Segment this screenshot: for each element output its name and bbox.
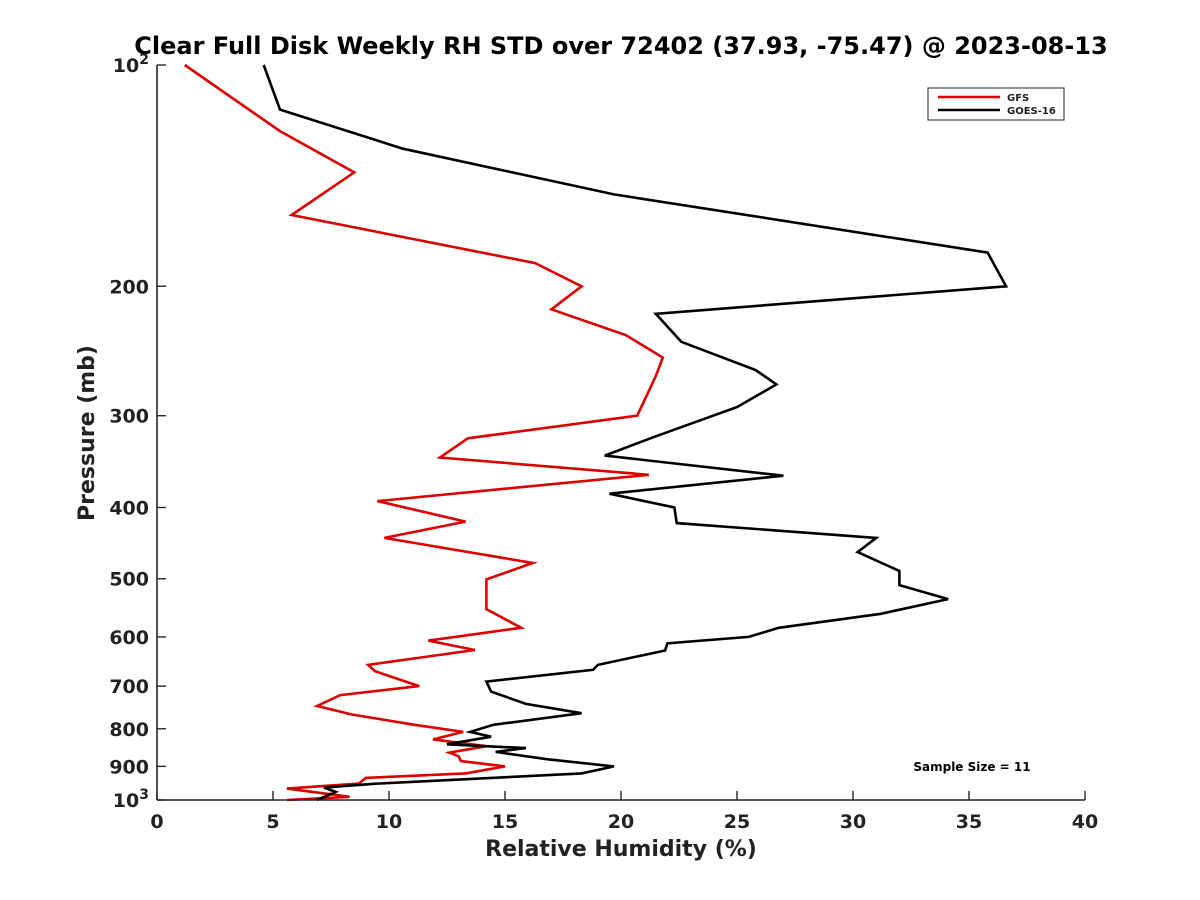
y-tick-label-exponent: 3 <box>139 787 149 803</box>
x-tick-label: 30 <box>840 811 866 833</box>
chart-title: Clear Full Disk Weekly RH STD over 72402… <box>134 32 1107 60</box>
y-tick-label-base: 10 <box>113 55 139 77</box>
y-tick-label: 102 <box>113 52 149 77</box>
x-axis-label: Relative Humidity (%) <box>485 837 757 862</box>
sample-size-annotation: Sample Size = 11 <box>913 760 1030 774</box>
series-layer <box>184 63 1009 802</box>
y-tick-label: 103 <box>113 787 149 812</box>
x-tick-label: 0 <box>150 811 163 833</box>
legend-label: GOES-16 <box>1007 106 1056 117</box>
legend-box <box>927 87 1065 121</box>
y-axis-label: Pressure (mb) <box>75 345 100 521</box>
series-line-gfs <box>184 63 665 802</box>
x-tick-label: 40 <box>1072 811 1098 833</box>
y-tick-label: 400 <box>109 498 149 520</box>
y-tick-label: 900 <box>109 756 149 778</box>
y-tick-label: 500 <box>109 569 149 591</box>
y-tick-label-base: 10 <box>113 790 139 812</box>
y-tick-label: 300 <box>109 406 149 428</box>
y-tick-label: 200 <box>109 276 149 298</box>
x-tick-label: 35 <box>956 811 982 833</box>
x-axis-ticks: 0 5 10 15 20 25 30 35 40 <box>150 791 1098 833</box>
y-tick-label: 600 <box>109 627 149 649</box>
x-tick-label: 25 <box>724 811 750 833</box>
series-line-goes-16 <box>262 64 1009 802</box>
plot-area-frame <box>157 65 1085 800</box>
x-tick-label: 15 <box>492 811 518 833</box>
y-tick-label: 800 <box>109 719 149 741</box>
x-tick-label: 20 <box>608 811 634 833</box>
y-tick-label: 700 <box>109 676 149 698</box>
y-tick-label-exponent: 2 <box>139 52 149 68</box>
legend-label: GFS <box>1007 93 1029 104</box>
x-tick-label: 5 <box>266 811 279 833</box>
x-tick-label: 10 <box>376 811 402 833</box>
legend: GFS GOES-16 <box>927 87 1065 121</box>
